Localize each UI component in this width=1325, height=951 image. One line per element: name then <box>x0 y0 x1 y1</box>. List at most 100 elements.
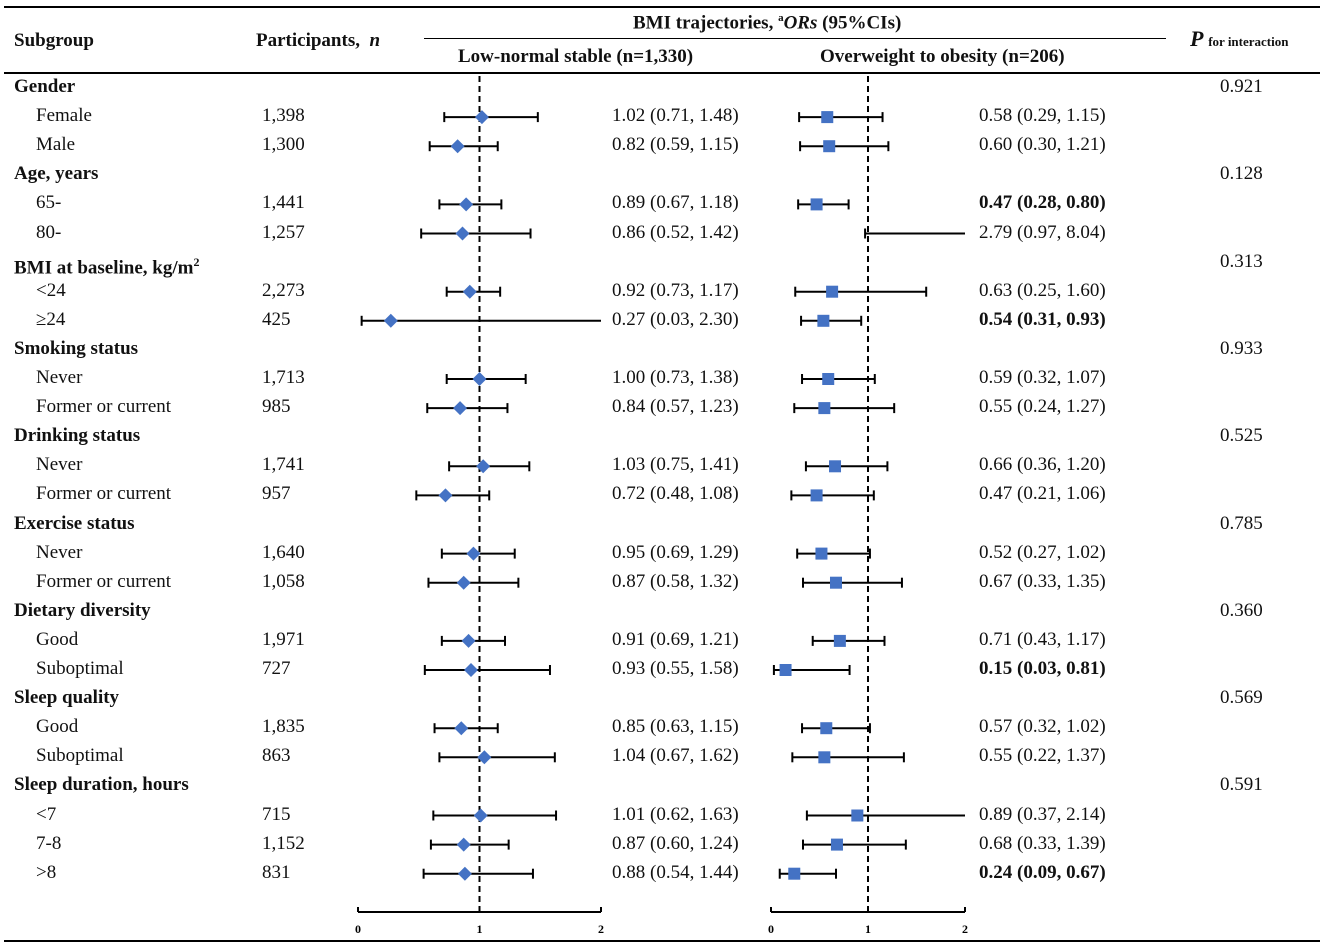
or-point-square-13 <box>829 460 842 473</box>
p-interaction-value: 0.569 <box>1220 687 1263 709</box>
subgroup-label: Never <box>36 454 83 476</box>
or-ci-low-normal: 0.92 (0.73, 1.17) <box>612 279 739 301</box>
participants-count: 1,640 <box>262 541 305 563</box>
participants-count: 1,835 <box>262 716 305 738</box>
or-ci-low-normal: 0.86 (0.52, 1.42) <box>612 221 739 243</box>
or-point-diamond-11 <box>453 401 468 416</box>
or-point-square-16 <box>815 547 828 560</box>
group-label-superscript: 2 <box>193 254 200 269</box>
p-interaction-value: 0.360 <box>1220 599 1263 621</box>
or-point-square-20 <box>779 664 792 676</box>
or-ci-overweight: 0.55 (0.24, 1.27) <box>979 396 1106 418</box>
or-ci-overweight: 0.63 (0.25, 1.60) <box>979 279 1106 301</box>
or-ci-overweight: 0.57 (0.32, 1.02) <box>979 716 1106 738</box>
or-ci-overweight: 0.66 (0.36, 1.20) <box>979 454 1106 476</box>
or-ci-overweight: 0.59 (0.32, 1.07) <box>979 367 1106 388</box>
or-ci-low-normal: 0.85 (0.63, 1.15) <box>612 716 739 738</box>
subgroup-label: 7-8 <box>36 832 62 854</box>
group-label: Sleep duration, hours <box>14 774 189 796</box>
or-point-diamond-13 <box>476 459 491 474</box>
or-point-diamond-26 <box>456 837 471 852</box>
subgroup-label: Never <box>36 541 83 563</box>
or-ci-overweight: 0.47 (0.21, 1.06) <box>979 483 1106 505</box>
or-ci-low-normal: 0.93 (0.55, 1.58) <box>612 658 739 679</box>
participants-count: 425 <box>262 308 291 330</box>
p-interaction-value: 0.921 <box>1220 76 1263 97</box>
or-ci-low-normal: 0.87 (0.58, 1.32) <box>612 570 739 592</box>
p-interaction-value: 0.933 <box>1220 337 1263 359</box>
or-ci-overweight: 0.15 (0.03, 0.81) <box>979 658 1106 679</box>
or-point-square-4 <box>810 198 823 211</box>
subgroup-label: Former or current <box>36 396 172 418</box>
p-interaction-value: 0.591 <box>1220 774 1263 796</box>
participants-count: 1,398 <box>262 105 305 127</box>
or-point-diamond-8 <box>383 313 398 328</box>
participants-count: 1,441 <box>262 192 305 214</box>
group-label: BMI at baseline, kg/m2 <box>14 254 200 278</box>
subgroup-label: 80- <box>36 221 62 243</box>
or-ci-low-normal: 0.84 (0.57, 1.23) <box>612 396 739 418</box>
or-ci-overweight: 0.58 (0.29, 1.15) <box>979 105 1106 127</box>
or-ci-low-normal: 1.02 (0.71, 1.48) <box>612 105 739 127</box>
header-subgroup: Subgroup <box>14 30 94 51</box>
subgroup-label: Male <box>36 134 76 156</box>
or-ci-low-normal: 0.91 (0.69, 1.21) <box>612 628 739 650</box>
participants-count: 727 <box>262 658 291 679</box>
bottom-rule <box>4 940 1320 942</box>
x-tick-label-1-0: 0 <box>355 922 361 936</box>
or-point-diamond-14 <box>438 488 453 503</box>
x-tick-label-2-2: 2 <box>962 922 968 936</box>
or-ci-overweight: 0.68 (0.33, 1.39) <box>979 832 1106 854</box>
or-point-square-2 <box>823 140 836 153</box>
or-point-square-23 <box>818 751 831 764</box>
header-participants: Participants, n <box>256 30 381 51</box>
or-point-square-22 <box>820 722 833 735</box>
x-tick-label-1-2: 2 <box>598 922 604 936</box>
participants-count: 1,257 <box>262 221 305 243</box>
subheader-rule <box>424 38 1166 39</box>
participants-count: 985 <box>262 396 291 418</box>
subgroup-label: Former or current <box>36 570 172 592</box>
group-label: Gender <box>14 76 76 97</box>
header-low-normal-stable: Low-normal stable (n=1,330) <box>458 46 694 67</box>
header-overweight-to-obesity: Overweight to obesity (n=206) <box>820 46 1065 67</box>
subgroup-label: Suboptimal <box>36 658 124 679</box>
p-interaction-value: 0.525 <box>1220 425 1263 447</box>
or-point-diamond-25 <box>473 808 488 823</box>
or-point-square-10 <box>822 373 835 385</box>
or-point-diamond-17 <box>456 575 471 590</box>
subgroup-label: Suboptimal <box>36 745 124 767</box>
or-point-square-11 <box>818 402 831 415</box>
participants-count: 863 <box>262 745 291 767</box>
group-label: Sleep quality <box>14 687 120 709</box>
subgroup-label: <7 <box>36 803 57 825</box>
subgroup-label: Good <box>36 716 79 738</box>
or-point-diamond-19 <box>461 633 476 648</box>
header-bmi-trajectories: BMI trajectories, aORs (95%CIs) <box>633 12 902 34</box>
or-point-square-17 <box>829 576 842 589</box>
or-point-square-27 <box>788 867 801 880</box>
participants-count: 2,273 <box>262 279 305 301</box>
or-ci-low-normal: 0.87 (0.60, 1.24) <box>612 832 739 854</box>
p-interaction-value: 0.785 <box>1220 512 1263 534</box>
x-tick-label-2-1: 1 <box>865 922 871 936</box>
or-point-square-1 <box>821 111 834 124</box>
or-ci-low-normal: 0.88 (0.54, 1.44) <box>612 861 739 883</box>
or-point-square-25 <box>851 809 864 822</box>
subgroup-label: >8 <box>36 861 57 883</box>
or-point-diamond-2 <box>450 139 465 154</box>
or-ci-overweight: 0.67 (0.33, 1.35) <box>979 570 1106 592</box>
subgroup-label: ≥24 <box>36 308 66 330</box>
participants-count: 957 <box>262 483 291 505</box>
or-ci-low-normal: 1.03 (0.75, 1.41) <box>612 454 739 476</box>
subgroup-label: Good <box>36 628 79 650</box>
or-point-diamond-16 <box>466 546 481 561</box>
or-ci-overweight: 0.71 (0.43, 1.17) <box>979 628 1106 650</box>
or-ci-overweight: 2.79 (0.97, 8.04) <box>979 221 1106 243</box>
or-ci-overweight: 0.89 (0.37, 2.14) <box>979 803 1106 825</box>
or-point-diamond-1 <box>474 110 489 125</box>
subgroup-label: Female <box>36 105 92 127</box>
group-label: Drinking status <box>14 425 141 447</box>
